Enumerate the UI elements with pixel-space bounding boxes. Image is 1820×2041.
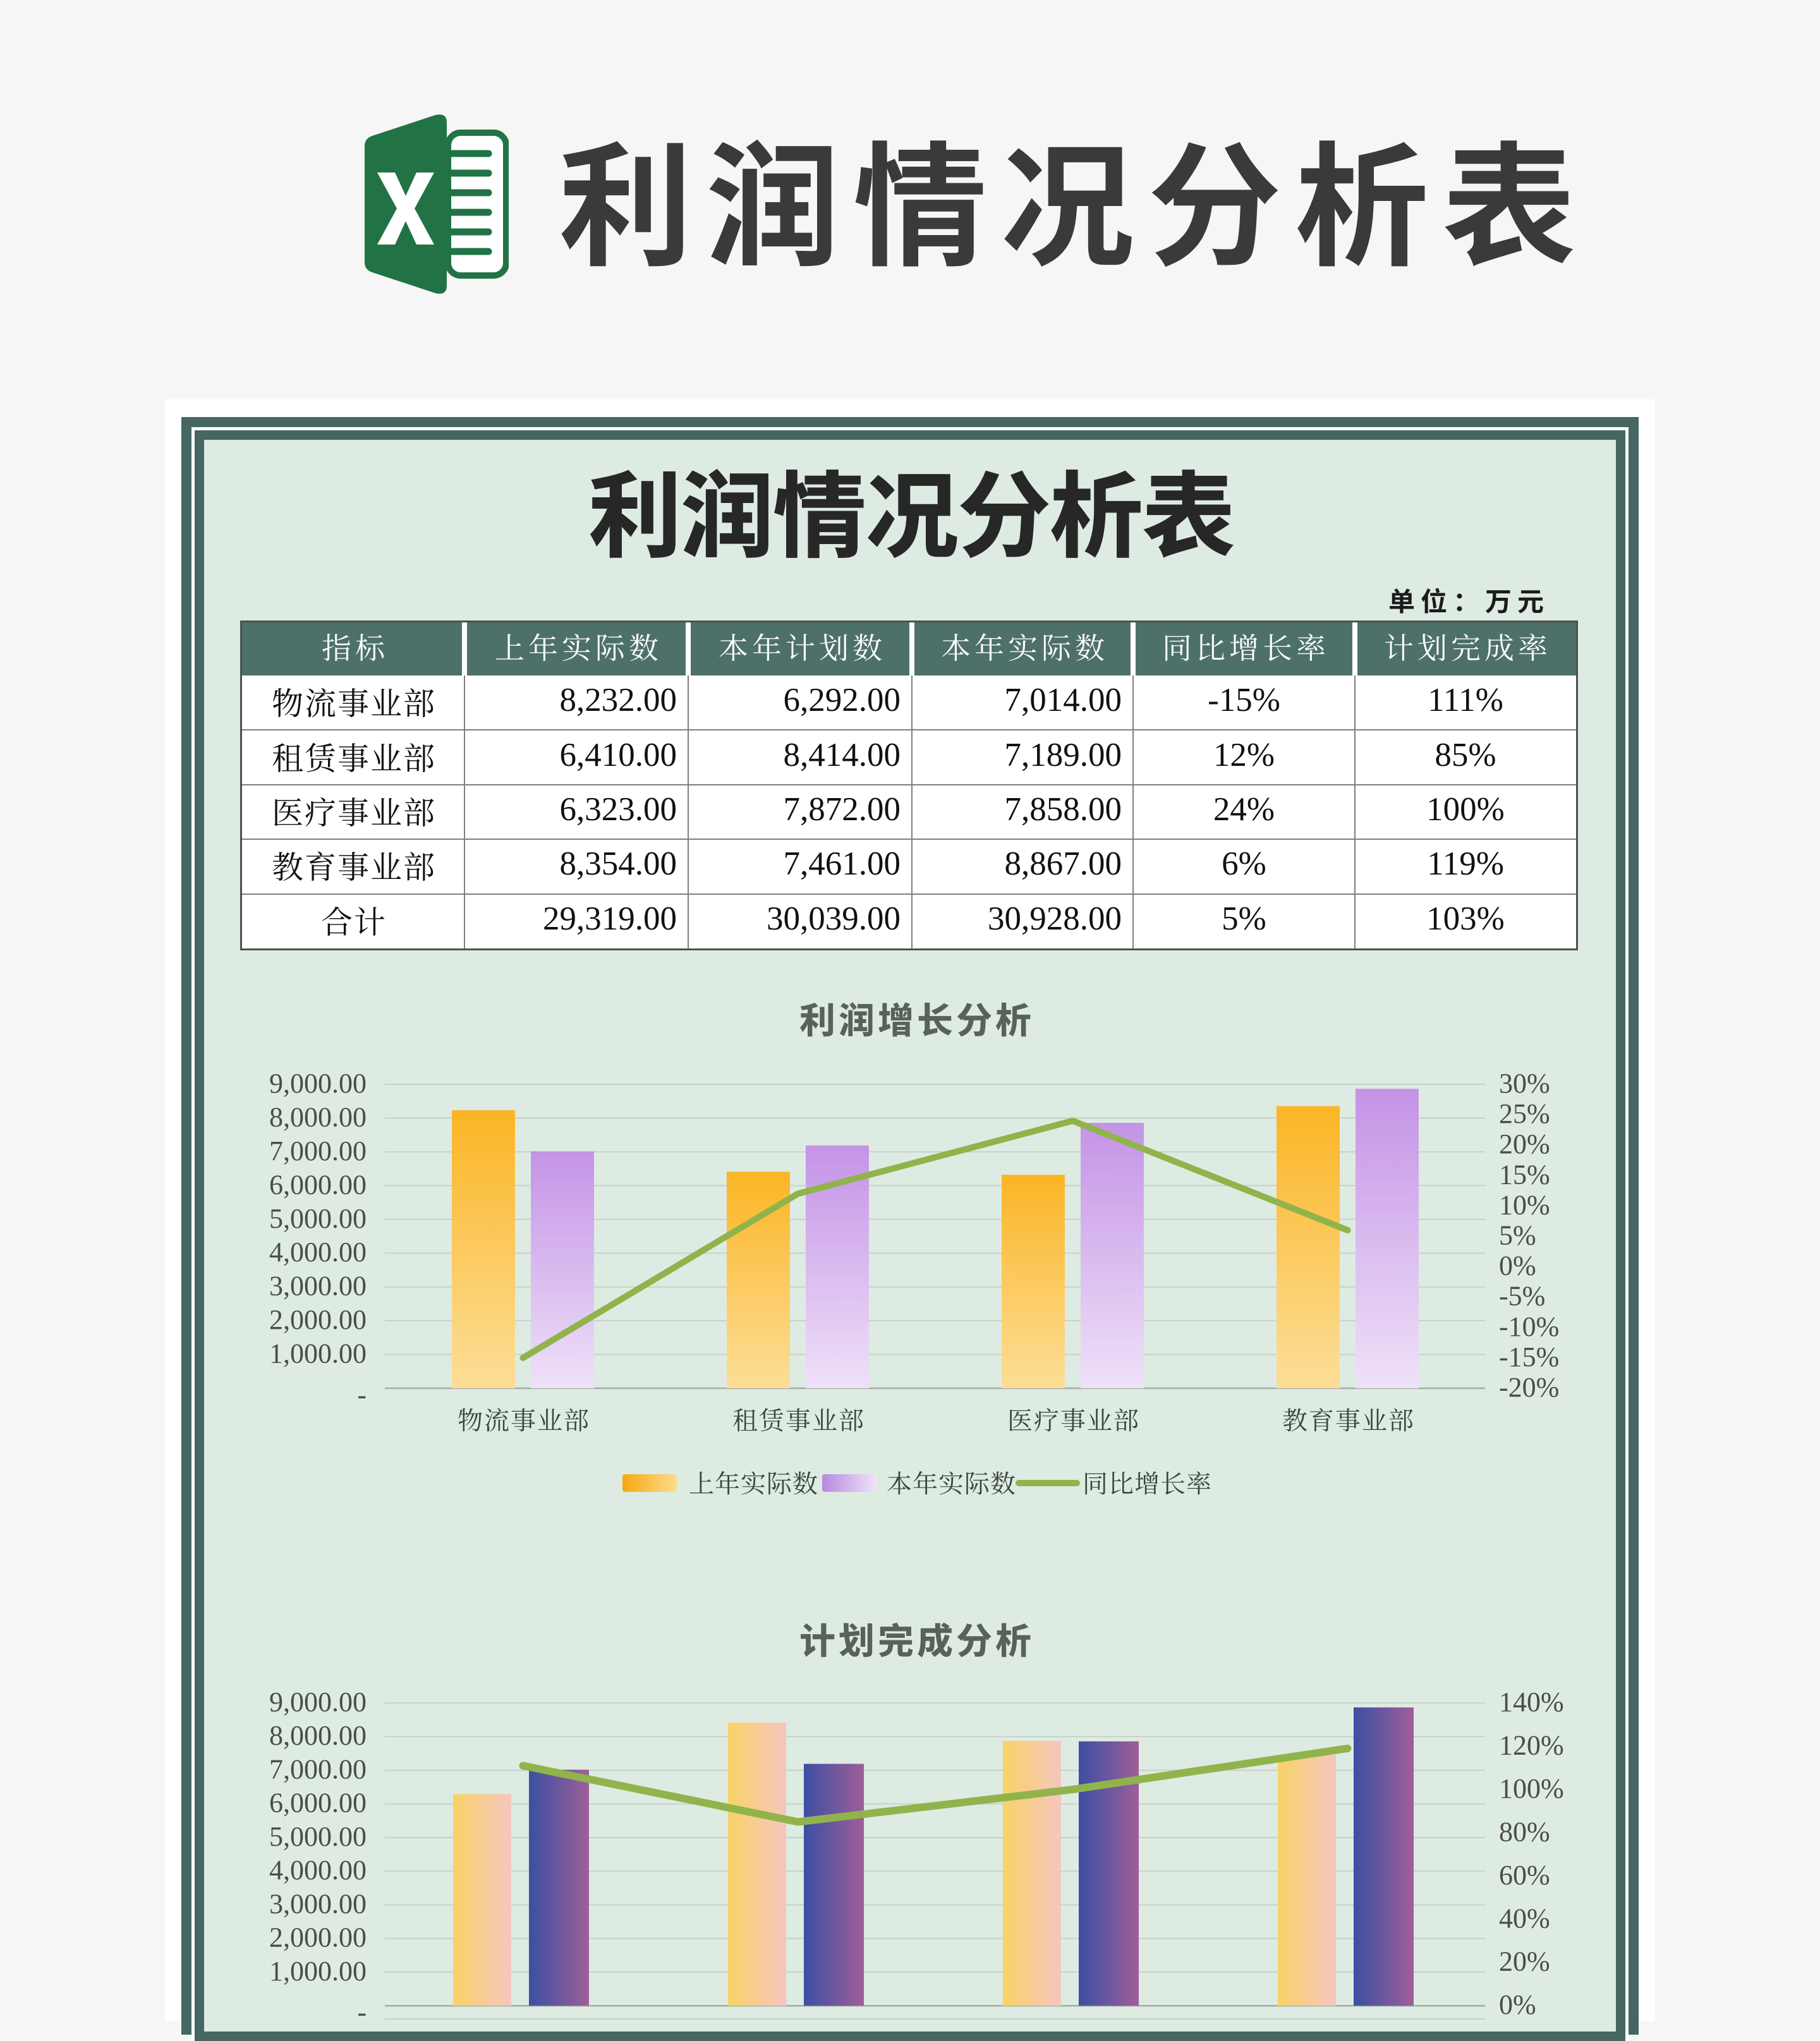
svg-text:5%: 5% bbox=[1499, 1220, 1536, 1251]
svg-text:-: - bbox=[357, 1379, 367, 1410]
svg-text:6,000.00: 6,000.00 bbox=[269, 1169, 367, 1200]
svg-text:1,000.00: 1,000.00 bbox=[269, 1338, 367, 1369]
svg-text:40%: 40% bbox=[1499, 1903, 1550, 1934]
svg-text:100%: 100% bbox=[1499, 1773, 1564, 1804]
svg-text:2,000.00: 2,000.00 bbox=[269, 1922, 367, 1953]
svg-text:3,000.00: 3,000.00 bbox=[269, 1889, 367, 1920]
svg-text:8,000.00: 8,000.00 bbox=[269, 1720, 367, 1751]
svg-text:0%: 0% bbox=[1499, 1989, 1536, 2020]
svg-text:0%: 0% bbox=[1499, 1251, 1536, 1281]
svg-text:5,000.00: 5,000.00 bbox=[269, 1821, 367, 1852]
svg-text:-5%: -5% bbox=[1499, 1281, 1545, 1312]
svg-text:25%: 25% bbox=[1499, 1098, 1550, 1129]
svg-text:120%: 120% bbox=[1499, 1730, 1564, 1761]
svg-text:4,000.00: 4,000.00 bbox=[269, 1237, 367, 1268]
svg-text:-10%: -10% bbox=[1499, 1311, 1559, 1342]
svg-text:1,000.00: 1,000.00 bbox=[269, 1956, 367, 1987]
svg-text:9,000.00: 9,000.00 bbox=[269, 1068, 367, 1099]
svg-text:-15%: -15% bbox=[1499, 1341, 1559, 1372]
svg-text:-: - bbox=[357, 1997, 367, 2021]
svg-text:30%: 30% bbox=[1499, 1068, 1550, 1099]
svg-text:7,000.00: 7,000.00 bbox=[269, 1754, 367, 1785]
svg-text:80%: 80% bbox=[1499, 1816, 1550, 1847]
svg-text:60%: 60% bbox=[1499, 1860, 1550, 1891]
svg-text:7,000.00: 7,000.00 bbox=[269, 1136, 367, 1166]
svg-text:5,000.00: 5,000.00 bbox=[269, 1203, 367, 1234]
svg-text:15%: 15% bbox=[1499, 1159, 1550, 1190]
svg-text:10%: 10% bbox=[1499, 1189, 1550, 1220]
svg-text:3,000.00: 3,000.00 bbox=[269, 1271, 367, 1302]
svg-text:6,000.00: 6,000.00 bbox=[269, 1788, 367, 1819]
svg-text:20%: 20% bbox=[1499, 1946, 1550, 1977]
svg-text:8,000.00: 8,000.00 bbox=[269, 1101, 367, 1132]
svg-text:-20%: -20% bbox=[1499, 1372, 1559, 1403]
svg-text:20%: 20% bbox=[1499, 1129, 1550, 1160]
svg-text:9,000.00: 9,000.00 bbox=[269, 1687, 367, 1717]
svg-text:140%: 140% bbox=[1499, 1687, 1564, 1717]
svg-text:4,000.00: 4,000.00 bbox=[269, 1855, 367, 1886]
svg-text:2,000.00: 2,000.00 bbox=[269, 1304, 367, 1335]
